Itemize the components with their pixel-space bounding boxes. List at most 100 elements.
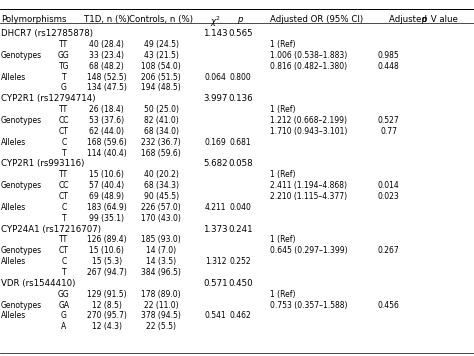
Text: TT: TT <box>59 170 69 179</box>
Text: 0.058: 0.058 <box>228 159 253 168</box>
Text: 62 (44.0): 62 (44.0) <box>89 127 124 136</box>
Text: 0.462: 0.462 <box>230 312 252 320</box>
Text: TG: TG <box>59 62 69 71</box>
Text: CYP24A1 (rs17216707): CYP24A1 (rs17216707) <box>1 225 101 234</box>
Text: 49 (24.5): 49 (24.5) <box>144 40 179 49</box>
Text: 1.143: 1.143 <box>203 29 228 38</box>
Text: 0.023: 0.023 <box>378 192 400 201</box>
Text: 5.682: 5.682 <box>203 159 228 168</box>
Text: 178 (89.0): 178 (89.0) <box>141 290 181 299</box>
Text: 0.252: 0.252 <box>230 257 252 266</box>
Text: T: T <box>62 214 66 223</box>
Text: Alleles: Alleles <box>1 138 26 147</box>
Text: 1.312: 1.312 <box>205 257 227 266</box>
Text: 185 (93.0): 185 (93.0) <box>141 236 181 245</box>
Text: 15 (5.3): 15 (5.3) <box>91 257 122 266</box>
Text: T1D, n (%): T1D, n (%) <box>84 15 129 24</box>
Text: Genotypes: Genotypes <box>1 51 42 60</box>
Text: 22 (11.0): 22 (11.0) <box>144 300 179 310</box>
Text: 168 (59.6): 168 (59.6) <box>87 138 127 147</box>
Text: 0.985: 0.985 <box>378 51 400 60</box>
Text: 0.565: 0.565 <box>228 29 253 38</box>
Text: CT: CT <box>59 192 69 201</box>
Text: 1 (Ref): 1 (Ref) <box>270 236 296 245</box>
Text: GG: GG <box>58 290 70 299</box>
Text: CT: CT <box>59 127 69 136</box>
Text: 0.136: 0.136 <box>228 94 253 103</box>
Text: 50 (25.0): 50 (25.0) <box>144 105 179 114</box>
Text: 2.411 (1.194–4.868): 2.411 (1.194–4.868) <box>270 181 347 190</box>
Text: 0.064: 0.064 <box>205 73 227 82</box>
Text: 0.816 (0.482–1.380): 0.816 (0.482–1.380) <box>270 62 347 71</box>
Text: 0.241: 0.241 <box>228 225 253 234</box>
Text: 1.373: 1.373 <box>203 225 228 234</box>
Text: 1 (Ref): 1 (Ref) <box>270 290 296 299</box>
Text: 40 (28.4): 40 (28.4) <box>89 40 124 49</box>
Text: 12 (4.3): 12 (4.3) <box>91 323 122 331</box>
Text: $p$: $p$ <box>421 15 428 26</box>
Text: 0.527: 0.527 <box>378 116 400 125</box>
Text: 206 (51.5): 206 (51.5) <box>141 73 181 82</box>
Text: 33 (23.4): 33 (23.4) <box>89 51 124 60</box>
Text: 226 (57.0): 226 (57.0) <box>141 203 181 212</box>
Text: CC: CC <box>59 116 69 125</box>
Text: 1.006 (0.538–1.883): 1.006 (0.538–1.883) <box>270 51 347 60</box>
Text: 384 (96.5): 384 (96.5) <box>141 268 181 277</box>
Text: TT: TT <box>59 40 69 49</box>
Text: 53 (37.6): 53 (37.6) <box>89 116 124 125</box>
Text: 0.014: 0.014 <box>378 181 400 190</box>
Text: 168 (59.6): 168 (59.6) <box>141 149 181 158</box>
Text: CT: CT <box>59 246 69 255</box>
Text: V alue: V alue <box>428 15 457 24</box>
Text: 108 (54.0): 108 (54.0) <box>141 62 181 71</box>
Text: T: T <box>62 268 66 277</box>
Text: T: T <box>62 149 66 158</box>
Text: 0.541: 0.541 <box>205 312 227 320</box>
Text: 0.450: 0.450 <box>228 279 253 288</box>
Text: 90 (45.5): 90 (45.5) <box>144 192 179 201</box>
Text: 126 (89.4): 126 (89.4) <box>87 236 127 245</box>
Text: 2.210 (1.115–4.377): 2.210 (1.115–4.377) <box>270 192 347 201</box>
Text: 0.448: 0.448 <box>378 62 400 71</box>
Text: Polymorphisms: Polymorphisms <box>1 15 66 24</box>
Text: 15 (10.6): 15 (10.6) <box>89 246 124 255</box>
Text: 0.800: 0.800 <box>230 73 252 82</box>
Text: 170 (43.0): 170 (43.0) <box>141 214 181 223</box>
Text: 3.997: 3.997 <box>203 94 228 103</box>
Text: 232 (36.7): 232 (36.7) <box>141 138 181 147</box>
Text: 15 (10.6): 15 (10.6) <box>89 170 124 179</box>
Text: 0.753 (0.357–1.588): 0.753 (0.357–1.588) <box>270 300 348 310</box>
Text: GA: GA <box>58 300 70 310</box>
Text: A: A <box>61 323 67 331</box>
Text: 267 (94.7): 267 (94.7) <box>87 268 127 277</box>
Text: Alleles: Alleles <box>1 257 26 266</box>
Text: Alleles: Alleles <box>1 312 26 320</box>
Text: 68 (34.3): 68 (34.3) <box>144 181 179 190</box>
Text: Adjusted: Adjusted <box>389 15 429 24</box>
Text: CYP2R1 (rs12794714): CYP2R1 (rs12794714) <box>1 94 95 103</box>
Text: C: C <box>61 138 67 147</box>
Text: C: C <box>61 203 67 212</box>
Text: DHCR7 (rs12785878): DHCR7 (rs12785878) <box>1 29 93 38</box>
Text: Controls, n (%): Controls, n (%) <box>129 15 193 24</box>
Text: Alleles: Alleles <box>1 73 26 82</box>
Text: 0.645 (0.297–1.399): 0.645 (0.297–1.399) <box>270 246 348 255</box>
Text: CYP2R1 (rs993116): CYP2R1 (rs993116) <box>1 159 84 168</box>
Text: 14 (3.5): 14 (3.5) <box>146 257 176 266</box>
Text: T: T <box>62 73 66 82</box>
Text: 134 (47.5): 134 (47.5) <box>87 83 127 93</box>
Text: $\chi^2$: $\chi^2$ <box>210 15 221 29</box>
Text: 0.456: 0.456 <box>378 300 400 310</box>
Text: 40 (20.2): 40 (20.2) <box>144 170 179 179</box>
Text: 14 (7.0): 14 (7.0) <box>146 246 176 255</box>
Text: Alleles: Alleles <box>1 203 26 212</box>
Text: Genotypes: Genotypes <box>1 181 42 190</box>
Text: 1 (Ref): 1 (Ref) <box>270 40 296 49</box>
Text: 114 (40.4): 114 (40.4) <box>87 149 127 158</box>
Text: 148 (52.5): 148 (52.5) <box>87 73 127 82</box>
Text: CC: CC <box>59 181 69 190</box>
Text: 22 (5.5): 22 (5.5) <box>146 323 176 331</box>
Text: 1 (Ref): 1 (Ref) <box>270 170 296 179</box>
Text: 194 (48.5): 194 (48.5) <box>141 83 181 93</box>
Text: Genotypes: Genotypes <box>1 116 42 125</box>
